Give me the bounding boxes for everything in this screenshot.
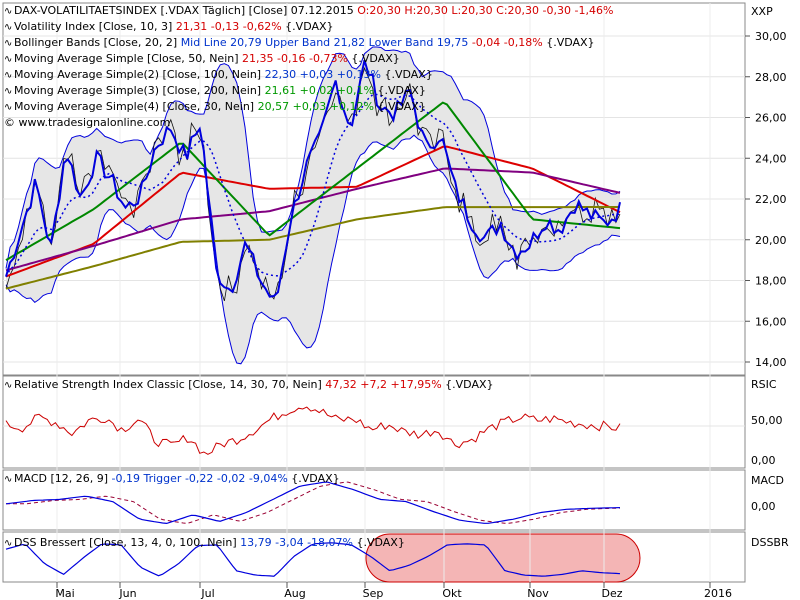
rsi-tick-50: 50,00: [751, 414, 783, 427]
watermark: © www.tradesignalonline.com: [4, 116, 171, 129]
ma50-line: [5, 145, 621, 278]
dss-highlight: [365, 533, 641, 583]
main-axis-label: XXP: [751, 5, 773, 18]
y-tick-label: 20,00: [755, 234, 787, 247]
legend-ma200-vals: 21,61 +0,02 +0,1%: [264, 84, 374, 97]
legend-ma50-name: Moving Average Simple [Close, 50, Nein]: [14, 52, 239, 65]
legend-bb-vals2: -0,04 -0,18%: [471, 36, 543, 49]
legend-vix: ∿ Volatility Index [Close, 10, 3] 21,31 -…: [4, 20, 334, 33]
x-tick-label: Nov: [527, 587, 549, 600]
rsi-panel: [2, 375, 746, 469]
legend-bb-name: Bollinger Bands [Close, 20, 2]: [14, 36, 178, 49]
x-tick-label: Dez: [601, 587, 622, 600]
legend-ma30: ∿ Moving Average Simple(4) [Close, 30, Ne…: [4, 100, 426, 113]
legend-ma200-suffix: {.VDAX}: [377, 84, 426, 97]
x-tick-label: Mai: [55, 587, 74, 600]
legend-dss: ∿ DSS Bressert [Close, 13, 4, 0, 100, Nei…: [4, 536, 405, 549]
legend-rsi: ∿ Relative Strength Index Classic [Close,…: [4, 378, 494, 391]
legend-ma100: ∿ Moving Average Simple(2) [Close, 100, N…: [4, 68, 433, 81]
dss-axis-label: DSSBR: [751, 536, 789, 549]
y-tick-label: 14,00: [755, 356, 787, 369]
x-tick-label: 2016: [704, 587, 732, 600]
legend-ma200: ∿ Moving Average Simple(3) [Close, 200, N…: [4, 84, 426, 97]
y-tick-label: 24,00: [755, 152, 787, 165]
ma30-line: [5, 101, 621, 261]
y-tick-label: 28,00: [755, 71, 787, 84]
legend-ma30-suffix: {.VDAX}: [377, 100, 426, 113]
x-tick-label: Aug: [284, 587, 305, 600]
title-text: DAX-VOLATILITAETSINDEX [.VDAX Täglich] […: [14, 4, 354, 17]
y-tick-label: 18,00: [755, 275, 787, 288]
legend-macd-name: MACD [12, 26, 9]: [14, 472, 109, 485]
legend-ma50-suffix: {.VDAX}: [351, 52, 400, 65]
legend-rsi-name: Relative Strength Index Classic [Close, …: [14, 378, 322, 391]
legend-ma100-vals: 22,30 +0,03 +0,13%: [264, 68, 381, 81]
ohlc-text: O:20,30 H:20,30 L:20,30 C:20,30 -0,30 -1…: [357, 4, 614, 17]
dss-line: [5, 542, 621, 577]
legend-bb-suffix: {.VDAX}: [546, 36, 595, 49]
x-tick-label: Okt: [442, 587, 462, 600]
legend-vix-suffix: {.VDAX}: [285, 20, 334, 33]
rsi-line: [5, 406, 621, 455]
legend-vix-vals: 21,31 -0,13 -0,62%: [175, 20, 282, 33]
band-fill: [6, 47, 620, 364]
rsi-axis-label: RSIC: [751, 378, 777, 391]
legend-ma100-name: Moving Average Simple(2) [Close, 100, Ne…: [14, 68, 262, 81]
legend-rsi-vals: 47,32 +7,2 +17,95%: [325, 378, 442, 391]
legend-bb-vals: Mid Line 20,79 Upper Band 21,82 Lower Ba…: [180, 36, 469, 49]
macd-trigger-line: [6, 481, 621, 524]
legend-ma50-vals: 21,35 -0,16 -0,73%: [242, 52, 348, 65]
legend-dss-name: DSS Bressert [Close, 13, 4, 0, 100, Nein…: [14, 536, 237, 549]
sub-indicators: [3, 406, 745, 577]
legend-macd-suffix: {.VDAX}: [291, 472, 340, 485]
legend-bollinger: ∿ Bollinger Bands [Close, 20, 2] Mid Line…: [4, 36, 595, 49]
legend-ma200-name: Moving Average Simple(3) [Close, 200, Ne…: [14, 84, 262, 97]
y-tick-label: 22,00: [755, 193, 787, 206]
legend-dss-vals: 13,79 -3,04 -18,07%: [240, 536, 353, 549]
macd-tick-0: 0,00: [751, 500, 776, 513]
legend-ma50: ∿ Moving Average Simple [Close, 50, Nein]…: [4, 52, 400, 65]
x-tick-label: Sep: [363, 587, 384, 600]
y-tick-label: 30,00: [755, 30, 787, 43]
series-lines: [5, 59, 621, 302]
ma100-line: [5, 167, 621, 272]
volatility-index-line: [5, 66, 621, 302]
x-tick-label: Jul: [200, 587, 214, 600]
x-tick-label: Jun: [118, 587, 136, 600]
legend-dss-suffix: {.VDAX}: [356, 536, 405, 549]
y-tick-label: 16,00: [755, 315, 787, 328]
rsi-tick-0: 0,00: [751, 454, 776, 467]
legend-ma30-name: Moving Average Simple(4) [Close, 30, Nei…: [14, 100, 255, 113]
main-legend-title: ∿ DAX-VOLATILITAETSINDEX [.VDAX Täglich] …: [4, 4, 614, 17]
legend-macd: ∿ MACD [12, 26, 9] -0,19 Trigger -0,22 -0…: [4, 472, 340, 485]
macd-axis-label: MACD: [751, 474, 784, 487]
main-y-ticks: 30,00 28,00 26,00 24,00 22,00 20,00 18,00 16,00…: [745, 30, 787, 369]
ma200-line: [5, 205, 621, 290]
price-line: [5, 59, 621, 298]
legend-vix-name: Volatility Index [Close, 10, 3]: [14, 20, 173, 33]
legend-ma30-vals: 20,57 +0,03 +0,12%: [257, 100, 374, 113]
legend-ma100-suffix: {.VDAX}: [384, 68, 433, 81]
legend-rsi-suffix: {.VDAX}: [445, 378, 494, 391]
bollinger-mid-line: [5, 93, 621, 277]
y-tick-label: 26,00: [755, 112, 787, 125]
upper-band-line: [5, 46, 621, 269]
x-axis: Mai Jun Jul Aug Sep Okt Nov Dez 2016: [55, 582, 732, 600]
legend-macd-vals: -0,19 Trigger -0,22 -0,02 -9,04%: [111, 472, 288, 485]
macd-line: [5, 481, 621, 525]
